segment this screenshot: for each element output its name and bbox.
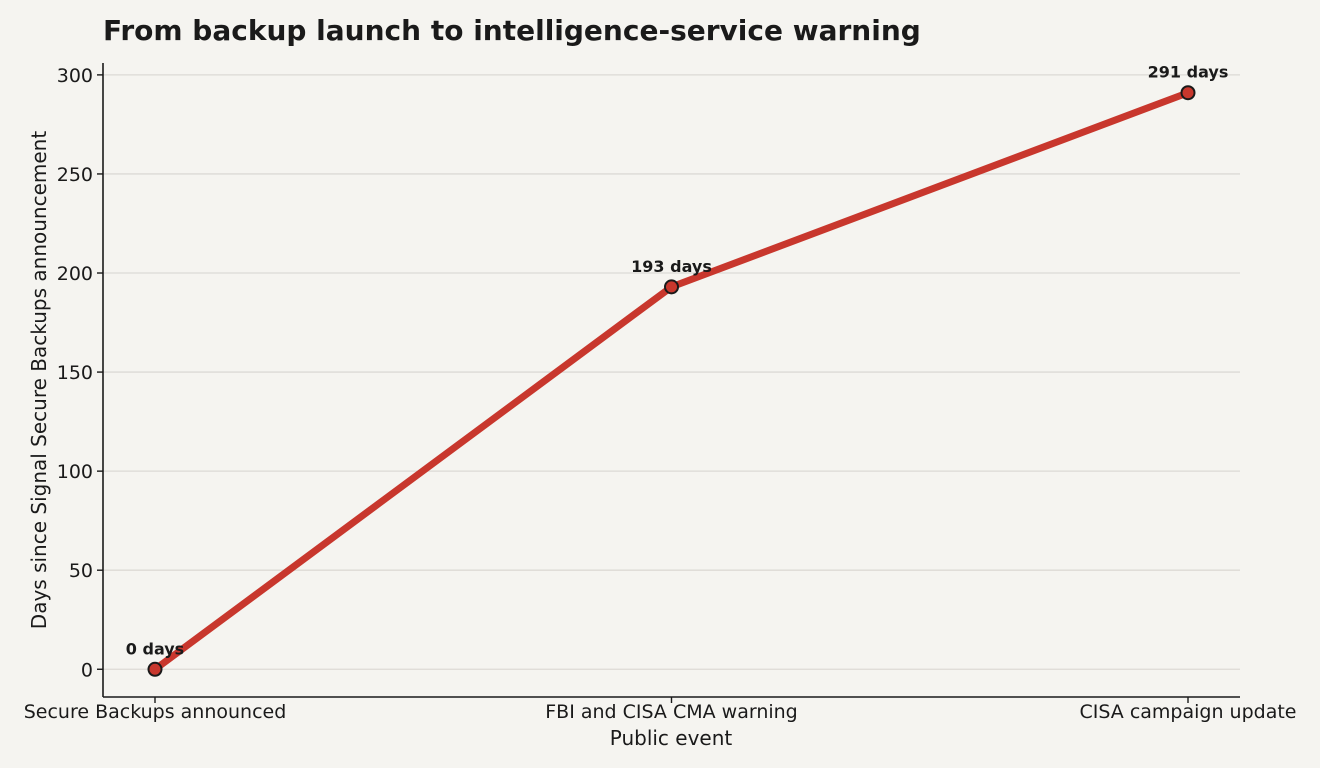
- data-point: [1180, 85, 1196, 101]
- y-tick-label: 150: [57, 362, 93, 384]
- y-tick-label: 200: [57, 263, 93, 285]
- data-label: 193 days: [631, 257, 712, 276]
- chart-title: From backup launch to intelligence-servi…: [103, 14, 921, 47]
- x-tick-label: Secure Backups announced: [24, 701, 287, 723]
- y-tick-label: 250: [57, 164, 93, 186]
- y-ticks: 0 50 100 150 200 250 300: [57, 65, 103, 681]
- y-tick-label: 0: [81, 659, 93, 681]
- y-axis-label: Days since Signal Secure Backups announc…: [27, 131, 51, 630]
- x-axis-label: Public event: [610, 726, 733, 750]
- x-tick-label: CISA campaign update: [1080, 701, 1297, 723]
- axes: [102, 63, 1240, 698]
- x-ticks: Secure Backups announced FBI and CISA CMA…: [24, 697, 1297, 723]
- y-tick-label: 300: [57, 65, 93, 87]
- series: 0 days 193 days 291 days: [126, 63, 1229, 677]
- data-point: [147, 661, 163, 677]
- series-line: [151, 89, 1192, 673]
- data-label: 291 days: [1148, 63, 1229, 82]
- data-point: [664, 279, 679, 295]
- x-tick-label: FBI and CISA CMA warning: [545, 701, 798, 723]
- data-label: 0 days: [126, 639, 184, 658]
- y-tick-label: 100: [57, 461, 93, 483]
- y-tick-label: 50: [69, 560, 93, 582]
